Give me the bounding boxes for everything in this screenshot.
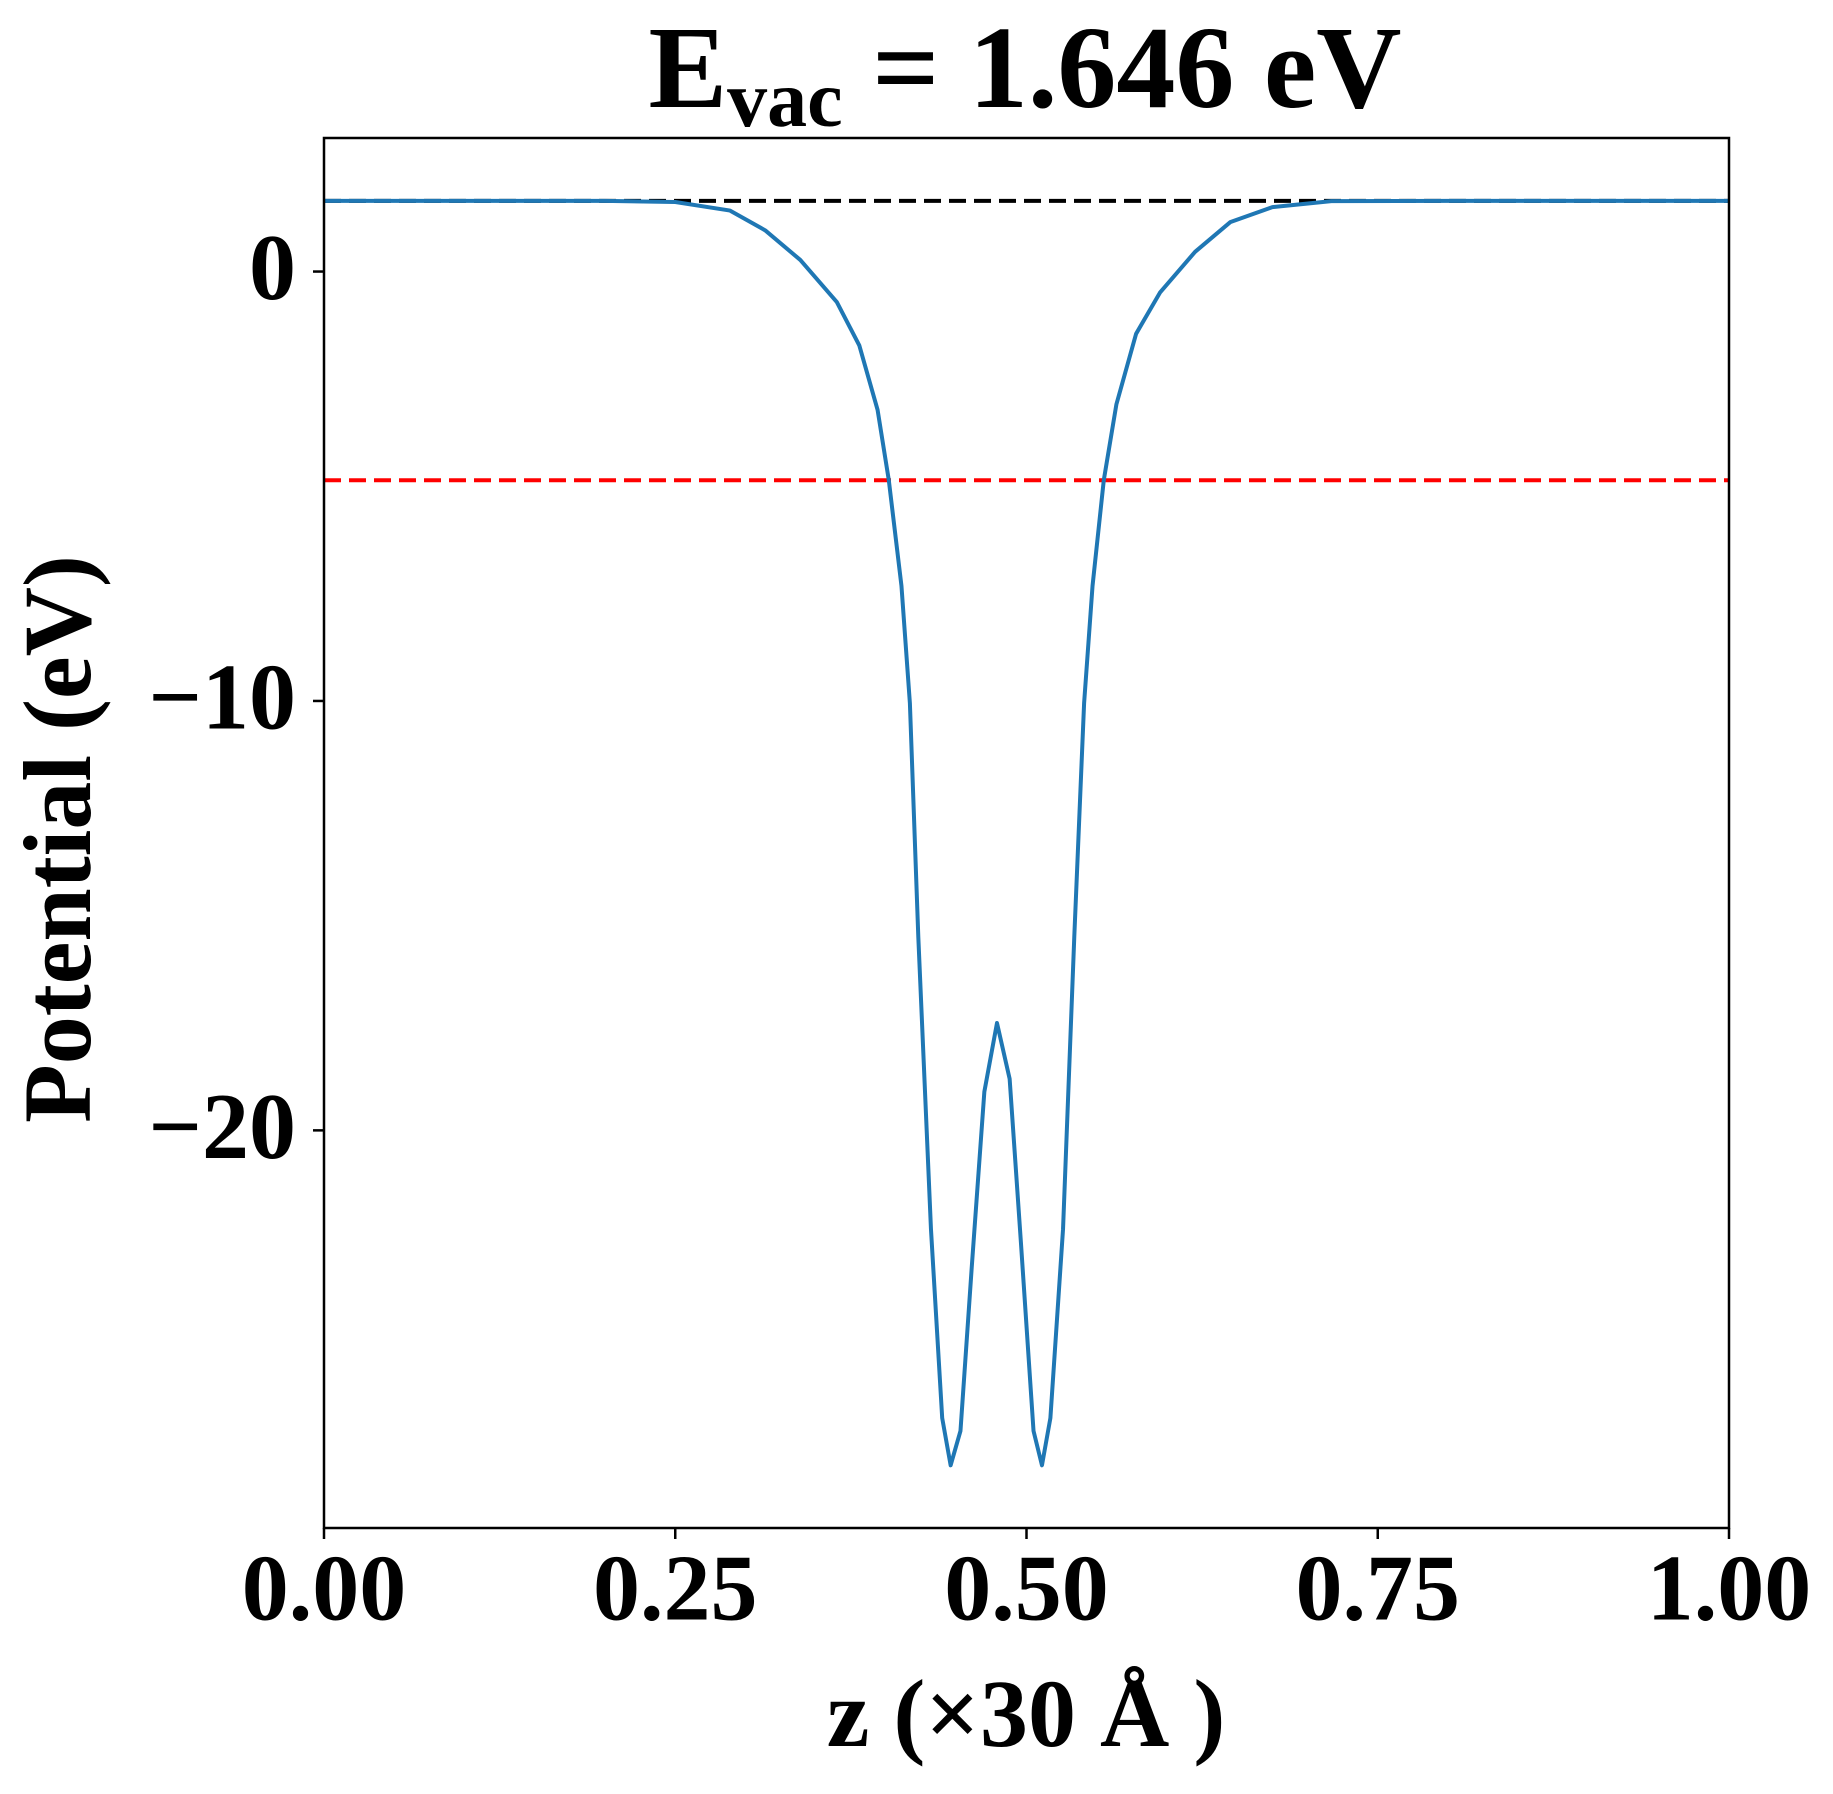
line-series <box>324 198 1729 1468</box>
y-axis-label: Potential (eV) <box>4 555 111 1123</box>
plot-frame <box>322 136 1731 1530</box>
title-rest: = 1.646 eV <box>843 2 1402 133</box>
y-tick-label: 0 <box>249 216 296 320</box>
title-sub: vac <box>727 56 843 144</box>
chart-title: Evac = 1.646 eV <box>648 2 1401 144</box>
x-tick-label: 0.50 <box>944 1537 1109 1641</box>
x-tick-label: 0.00 <box>242 1537 407 1641</box>
x-tick-label: 0.25 <box>593 1537 758 1641</box>
y-tick-label: −20 <box>148 1075 296 1179</box>
x-tick-label: 1.00 <box>1647 1537 1812 1641</box>
title-main: E <box>648 2 727 133</box>
x-tick-label: 0.75 <box>1296 1537 1461 1641</box>
x-axis-label: z (×30 Å ) <box>827 1660 1226 1767</box>
y-tick-label: −10 <box>148 646 296 750</box>
